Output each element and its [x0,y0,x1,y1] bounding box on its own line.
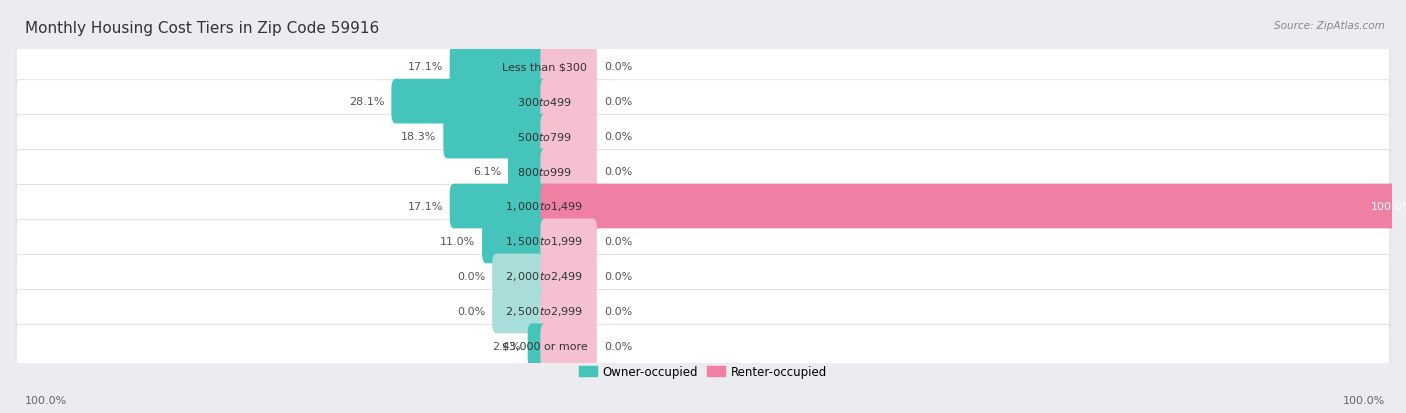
FancyBboxPatch shape [540,150,598,194]
FancyBboxPatch shape [482,219,548,263]
FancyBboxPatch shape [15,325,1391,367]
Text: 6.1%: 6.1% [472,166,501,177]
Text: 0.0%: 0.0% [603,97,633,107]
Text: $500 to $799: $500 to $799 [517,131,572,143]
FancyBboxPatch shape [492,254,548,299]
Text: 0.0%: 0.0% [457,271,485,281]
Text: $2,500 to $2,999: $2,500 to $2,999 [505,305,583,318]
Text: 17.1%: 17.1% [408,62,443,72]
FancyBboxPatch shape [15,220,1391,263]
Text: 0.0%: 0.0% [603,132,633,142]
FancyBboxPatch shape [450,184,548,229]
Text: 0.0%: 0.0% [603,341,633,351]
FancyBboxPatch shape [540,324,598,368]
FancyBboxPatch shape [15,116,1391,158]
FancyBboxPatch shape [540,254,598,299]
FancyBboxPatch shape [15,185,1391,228]
FancyBboxPatch shape [15,150,1391,193]
Text: 100.0%: 100.0% [1343,395,1385,405]
FancyBboxPatch shape [508,150,548,194]
FancyBboxPatch shape [15,255,1391,297]
Text: 11.0%: 11.0% [440,236,475,247]
Legend: Owner-occupied, Renter-occupied: Owner-occupied, Renter-occupied [574,360,832,383]
FancyBboxPatch shape [15,290,1391,332]
Text: 2.4%: 2.4% [492,341,520,351]
Text: 0.0%: 0.0% [603,306,633,316]
FancyBboxPatch shape [391,80,548,124]
Text: Monthly Housing Cost Tiers in Zip Code 59916: Monthly Housing Cost Tiers in Zip Code 5… [25,21,380,36]
FancyBboxPatch shape [492,289,548,333]
Text: 0.0%: 0.0% [603,62,633,72]
FancyBboxPatch shape [540,45,598,89]
FancyBboxPatch shape [443,114,548,159]
Text: $1,000 to $1,499: $1,000 to $1,499 [505,200,583,213]
Text: Source: ZipAtlas.com: Source: ZipAtlas.com [1274,21,1385,31]
FancyBboxPatch shape [540,114,598,159]
Text: 100.0%: 100.0% [25,395,67,405]
Text: 17.1%: 17.1% [408,202,443,211]
FancyBboxPatch shape [540,219,598,263]
Text: $2,000 to $2,499: $2,000 to $2,499 [505,270,583,283]
FancyBboxPatch shape [540,184,1396,229]
FancyBboxPatch shape [450,45,548,89]
Text: 0.0%: 0.0% [603,236,633,247]
Text: 28.1%: 28.1% [349,97,384,107]
Text: $1,500 to $1,999: $1,500 to $1,999 [505,235,583,248]
Text: 0.0%: 0.0% [457,306,485,316]
Text: 0.0%: 0.0% [603,166,633,177]
Text: 100.0%: 100.0% [1371,202,1406,211]
Text: $3,000 or more: $3,000 or more [502,341,588,351]
Text: 18.3%: 18.3% [401,132,436,142]
FancyBboxPatch shape [540,289,598,333]
Text: Less than $300: Less than $300 [502,62,586,72]
Text: 0.0%: 0.0% [603,271,633,281]
FancyBboxPatch shape [540,80,598,124]
Text: $300 to $499: $300 to $499 [517,96,572,108]
Text: $800 to $999: $800 to $999 [517,166,572,178]
FancyBboxPatch shape [15,46,1391,88]
FancyBboxPatch shape [15,81,1391,123]
FancyBboxPatch shape [527,324,548,368]
